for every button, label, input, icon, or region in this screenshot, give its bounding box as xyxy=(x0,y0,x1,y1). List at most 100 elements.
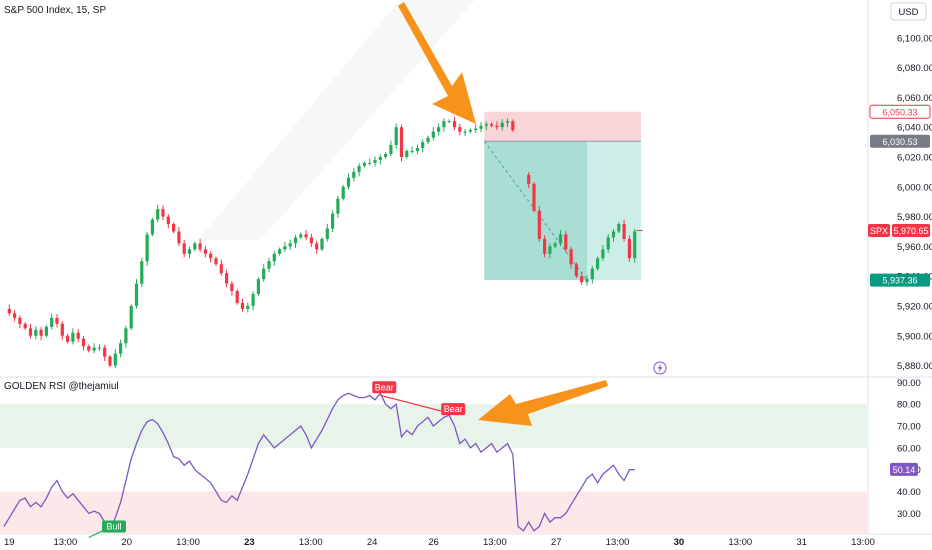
candle-body xyxy=(97,347,101,349)
price-tick-label: 5,920.00 xyxy=(897,301,932,312)
candle-body xyxy=(119,343,123,354)
candle-body xyxy=(532,183,536,211)
candle-body xyxy=(452,121,457,128)
candle-body xyxy=(590,268,594,280)
candle-body xyxy=(463,131,467,133)
candle-body xyxy=(325,228,329,239)
candle-body xyxy=(357,165,361,172)
price-tick-label: 6,080.00 xyxy=(897,63,932,74)
candle-body xyxy=(352,171,356,178)
candle-body xyxy=(495,125,499,128)
candle-body xyxy=(500,122,504,128)
stop-loss-zone[interactable] xyxy=(484,111,641,142)
candle-body xyxy=(490,124,494,126)
last-price-label: 5,970.65 xyxy=(893,226,928,236)
candle-body xyxy=(251,294,255,306)
candle-body xyxy=(60,323,64,336)
bull-signal-tag xyxy=(102,520,126,533)
price-arrow-annotation xyxy=(398,2,476,124)
candle-body xyxy=(156,209,160,220)
candle-body xyxy=(569,249,573,265)
candle-body xyxy=(415,148,419,152)
candle-body xyxy=(129,305,133,329)
candle-body xyxy=(193,243,197,250)
candle-body xyxy=(7,308,11,314)
background-layer xyxy=(198,0,475,240)
price-tick-label: 6,060.00 xyxy=(897,93,932,104)
candle-body xyxy=(617,224,621,232)
entry-price-label-tag xyxy=(870,134,930,148)
candle-body xyxy=(288,243,292,247)
candle-body xyxy=(134,283,139,306)
candle-body xyxy=(309,237,313,244)
time-tick-label: 13:00 xyxy=(483,537,507,548)
candle-body xyxy=(447,121,451,123)
candle-body xyxy=(505,121,510,123)
price-labels: 6,050.33 6,030.53 5,937.36 SPX 5,970.65 50.14 xyxy=(868,104,931,476)
rsi-oversold-band xyxy=(0,491,867,533)
time-tick-label: 31 xyxy=(796,537,807,548)
symbol-tag xyxy=(868,223,890,237)
last-price-tag xyxy=(892,223,930,237)
candle-body xyxy=(108,356,112,366)
rsi-tick-label: 30.00 xyxy=(897,509,921,520)
candle-body xyxy=(537,210,541,239)
candle-body xyxy=(150,219,154,235)
candle-body xyxy=(113,353,117,366)
bear-signal-tag xyxy=(372,381,397,394)
rsi-last-tag xyxy=(890,462,918,476)
annotation-arrows xyxy=(398,2,608,426)
candle-body xyxy=(23,323,27,329)
candle-body xyxy=(304,234,308,238)
candle-body xyxy=(585,279,589,283)
candle-body xyxy=(405,151,409,157)
time-tick-label: 13:00 xyxy=(299,537,323,548)
time-tick-label: 13:00 xyxy=(53,537,77,548)
time-tick-label: 19 xyxy=(4,537,15,548)
take-profit-zone[interactable] xyxy=(587,141,641,281)
time-tick-label: 13:00 xyxy=(728,537,752,548)
lightning-icon[interactable] xyxy=(653,361,667,375)
time-tick-label: 24 xyxy=(367,537,378,548)
candle-body xyxy=(320,238,324,250)
candle-body xyxy=(574,264,578,277)
candle-body xyxy=(18,317,22,324)
candle-body xyxy=(601,249,605,259)
candle-body xyxy=(362,162,366,166)
price-tick-label: 6,000.00 xyxy=(897,182,932,193)
candle-body xyxy=(103,347,107,357)
time-tick-label: 13:00 xyxy=(851,537,875,548)
candle-body xyxy=(331,213,335,229)
candle-body xyxy=(527,174,531,184)
candle-body xyxy=(50,317,54,327)
rsi-series: Bull Bear Bear xyxy=(3,381,635,538)
candle-body xyxy=(140,261,144,284)
candle-body xyxy=(209,253,213,259)
time-tick-label: 23 xyxy=(244,537,255,548)
candle-body xyxy=(28,328,33,336)
time-tick-label: 30 xyxy=(674,537,685,548)
currency-button[interactable]: USD xyxy=(890,2,927,21)
candle-body xyxy=(177,231,181,244)
candle-body xyxy=(71,332,75,342)
candle-body xyxy=(580,276,584,283)
candle-body xyxy=(468,130,472,132)
candle-body xyxy=(34,329,38,336)
price-tick-label: 5,960.00 xyxy=(897,242,932,253)
candle-body xyxy=(87,346,91,351)
candle-body xyxy=(13,313,17,318)
candle-body xyxy=(622,224,626,239)
candle-body xyxy=(474,128,478,131)
candle-body xyxy=(166,216,170,225)
position-zones[interactable] xyxy=(483,111,641,281)
candle-body xyxy=(336,198,340,214)
chart-title: S&P 500 Index, 15, SP xyxy=(4,5,106,16)
candle-body xyxy=(410,151,414,153)
candle-body xyxy=(55,317,59,324)
stop-price-label: 6,050.33 xyxy=(882,107,917,117)
stop-price-label-tag xyxy=(869,104,931,119)
symbol-label: SPX xyxy=(870,226,888,236)
candle-body xyxy=(548,246,552,254)
candle-body xyxy=(346,177,351,187)
